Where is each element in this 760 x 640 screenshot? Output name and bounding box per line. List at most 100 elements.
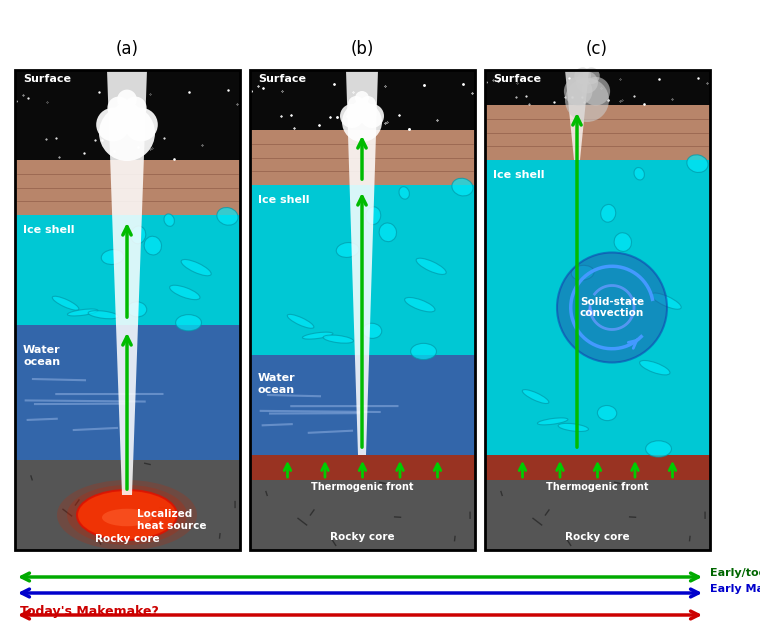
Text: Water
ocean: Water ocean: [258, 373, 296, 395]
Ellipse shape: [102, 509, 152, 526]
Text: Surface: Surface: [258, 74, 306, 84]
Circle shape: [107, 97, 130, 119]
Ellipse shape: [399, 187, 410, 199]
Ellipse shape: [176, 315, 201, 331]
Ellipse shape: [651, 293, 681, 309]
Bar: [250, 130, 475, 185]
Text: (b): (b): [350, 40, 374, 58]
Ellipse shape: [537, 418, 568, 425]
Circle shape: [557, 253, 667, 362]
Ellipse shape: [522, 390, 549, 404]
Circle shape: [99, 105, 155, 161]
Ellipse shape: [131, 226, 146, 244]
Bar: [250, 185, 475, 355]
Ellipse shape: [646, 441, 672, 457]
Ellipse shape: [164, 214, 174, 227]
Bar: [250, 355, 475, 455]
Text: Ice shell: Ice shell: [493, 170, 544, 180]
Text: Early Makemake?: Early Makemake?: [710, 584, 760, 594]
Bar: [15, 160, 240, 215]
Bar: [15, 215, 240, 325]
Circle shape: [340, 104, 364, 128]
Text: Water
ocean: Water ocean: [23, 345, 61, 367]
Circle shape: [564, 77, 593, 106]
Bar: [250, 480, 475, 550]
Bar: [485, 480, 710, 550]
Ellipse shape: [572, 266, 594, 280]
Circle shape: [581, 77, 610, 106]
Text: Thermogenic front: Thermogenic front: [311, 482, 413, 492]
Ellipse shape: [287, 314, 314, 328]
Ellipse shape: [379, 223, 397, 242]
Ellipse shape: [410, 343, 436, 360]
Ellipse shape: [57, 480, 197, 550]
Ellipse shape: [597, 406, 616, 420]
Text: Solid-state
convection: Solid-state convection: [580, 297, 644, 318]
Text: (c): (c): [586, 40, 608, 58]
Circle shape: [348, 96, 364, 112]
Ellipse shape: [323, 335, 353, 343]
Ellipse shape: [452, 179, 473, 196]
Ellipse shape: [144, 236, 162, 255]
Ellipse shape: [169, 285, 200, 300]
Circle shape: [575, 67, 591, 84]
Circle shape: [360, 104, 384, 128]
Ellipse shape: [302, 332, 333, 339]
Polygon shape: [107, 70, 147, 495]
Bar: [15, 70, 240, 160]
Ellipse shape: [101, 250, 124, 264]
Bar: [15, 325, 240, 460]
Bar: [485, 160, 710, 455]
Bar: [485, 105, 710, 160]
Ellipse shape: [600, 204, 616, 222]
Circle shape: [342, 102, 382, 142]
Text: Rocky core: Rocky core: [330, 532, 394, 542]
Ellipse shape: [634, 168, 644, 180]
Text: Ice shell: Ice shell: [258, 195, 309, 205]
Bar: [485, 70, 710, 550]
Ellipse shape: [614, 233, 632, 252]
Text: Ice shell: Ice shell: [23, 225, 74, 235]
Circle shape: [565, 78, 609, 122]
Ellipse shape: [558, 424, 588, 431]
Bar: [250, 70, 475, 550]
Ellipse shape: [181, 259, 211, 276]
Ellipse shape: [52, 296, 79, 310]
Circle shape: [355, 91, 369, 105]
Bar: [485, 70, 710, 105]
Bar: [15, 460, 240, 550]
Ellipse shape: [640, 360, 670, 375]
Text: Surface: Surface: [23, 74, 71, 84]
Ellipse shape: [687, 155, 708, 173]
Ellipse shape: [217, 207, 238, 225]
Text: Rocky core: Rocky core: [95, 534, 160, 544]
Text: Today's Makemake?: Today's Makemake?: [20, 605, 159, 618]
Circle shape: [113, 102, 141, 130]
Ellipse shape: [363, 323, 382, 339]
Circle shape: [360, 96, 376, 112]
Text: Localized
heat source: Localized heat source: [137, 509, 207, 531]
Ellipse shape: [366, 207, 381, 225]
Bar: [250, 70, 475, 130]
Bar: [250, 70, 475, 130]
Text: Rocky core: Rocky core: [565, 532, 629, 542]
Circle shape: [117, 90, 137, 109]
Text: Thermogenic front: Thermogenic front: [546, 482, 648, 492]
Ellipse shape: [68, 309, 98, 316]
Bar: [250, 455, 475, 480]
Circle shape: [97, 108, 130, 141]
Ellipse shape: [336, 243, 359, 257]
Ellipse shape: [67, 485, 187, 545]
Text: (a): (a): [116, 40, 138, 58]
Circle shape: [124, 108, 158, 141]
Ellipse shape: [77, 490, 177, 540]
Ellipse shape: [128, 302, 147, 317]
Bar: [485, 455, 710, 480]
Bar: [15, 70, 240, 550]
Text: Surface: Surface: [493, 74, 541, 84]
Ellipse shape: [77, 490, 177, 540]
Circle shape: [583, 67, 600, 84]
Polygon shape: [346, 70, 378, 455]
Circle shape: [124, 97, 147, 119]
Polygon shape: [565, 70, 589, 160]
